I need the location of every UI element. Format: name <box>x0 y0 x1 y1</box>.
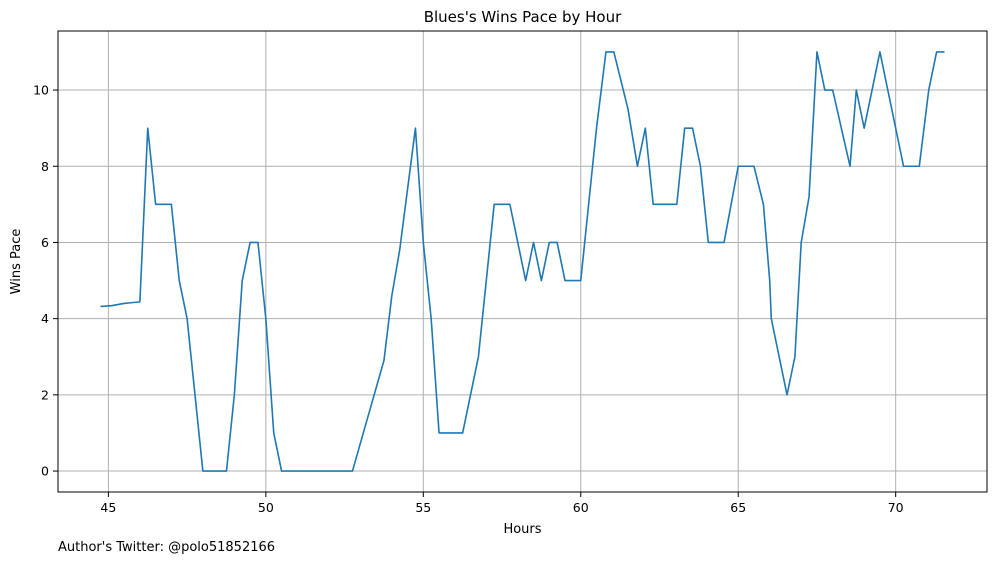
chart-title: Blues's Wins Pace by Hour <box>424 8 622 26</box>
y-tick-label: 4 <box>41 311 49 326</box>
x-tick-label: 45 <box>100 500 116 515</box>
x-tick-label: 65 <box>730 500 746 515</box>
x-tick-label: 55 <box>415 500 431 515</box>
plot-frame <box>57 30 988 493</box>
wins-pace-line <box>100 51 945 472</box>
y-axis-label: Wins Pace <box>9 229 24 295</box>
author-credit: Author's Twitter: @polo51852166 <box>58 540 275 555</box>
y-tick-label: 0 <box>41 464 49 479</box>
x-axis-label: Hours <box>503 522 541 537</box>
y-tick-label: 10 <box>33 83 49 98</box>
x-tick-label: 70 <box>888 500 904 515</box>
y-tick-label: 2 <box>41 387 49 402</box>
x-tick-label: 60 <box>573 500 589 515</box>
plot-series <box>100 51 945 472</box>
x-tick-label: 50 <box>258 500 274 515</box>
y-tick-label: 8 <box>41 159 49 174</box>
y-tick-label: 6 <box>41 235 49 250</box>
axis-ticks: 45 50 55 60 65 70 0 2 4 6 8 10 <box>33 83 904 515</box>
